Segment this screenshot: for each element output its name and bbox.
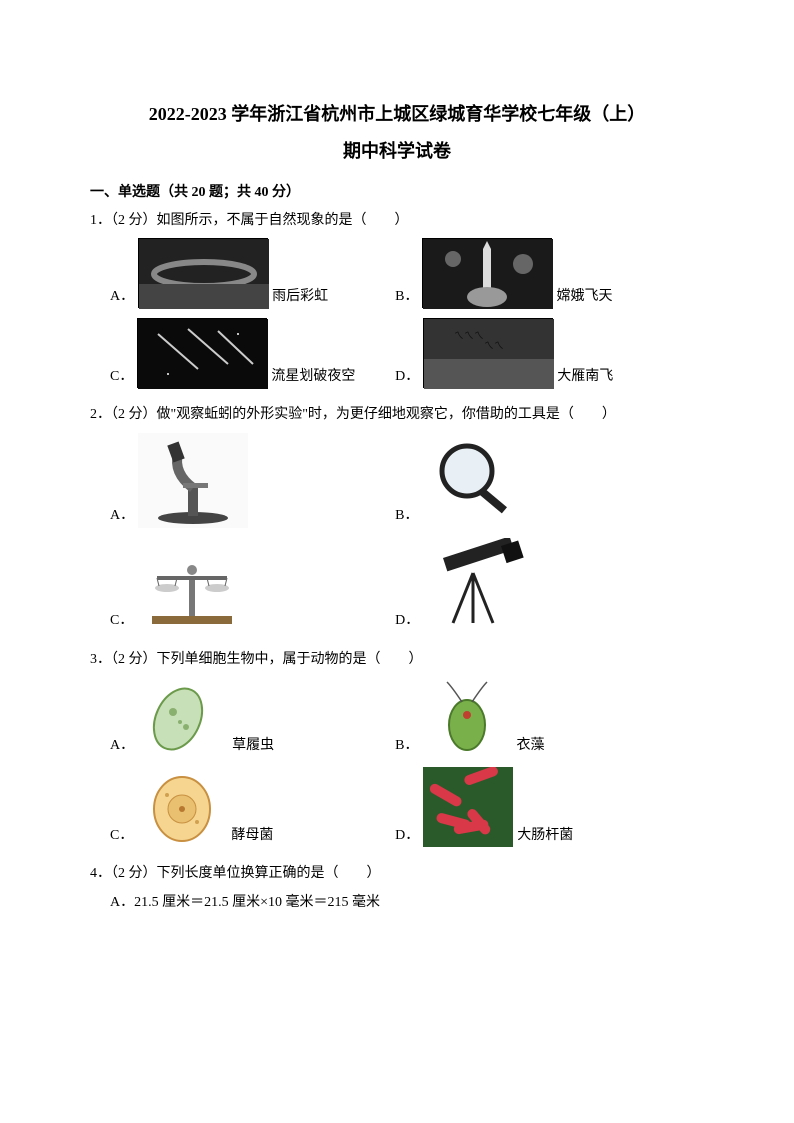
option-text: 21.5 厘米＝21.5 厘米×10 毫米＝215 毫米: [134, 895, 380, 910]
option-label: B．: [395, 286, 418, 308]
question-2: 2．（2 分）做"观察蚯蚓的外形实验"时，为更仔细地观察它，你借助的工具是（ ）…: [90, 404, 704, 642]
option-text: 草履虫: [232, 735, 274, 757]
q4-option-a: A．21.5 厘米＝21.5 厘米×10 毫米＝215 毫米: [110, 892, 704, 914]
option-label: C．: [110, 825, 133, 847]
telescope-image: [423, 538, 533, 633]
option-text: 流星划破夜空: [271, 366, 355, 388]
option-label: D．: [395, 825, 419, 847]
yeast-image: [137, 767, 227, 847]
option-label: D．: [395, 366, 419, 388]
q3-option-d: D． 大肠杆菌: [395, 767, 680, 847]
q1-option-d: D． ㄟㄟㄟㄟㄟ 大雁南飞: [395, 318, 680, 388]
option-label: A．: [110, 286, 134, 308]
q3-option-b: B． 衣藻: [395, 677, 680, 757]
geese-image: ㄟㄟㄟㄟㄟ: [423, 318, 553, 388]
q2-option-d: D．: [395, 538, 680, 633]
q3-option-a: A． 草履虫: [110, 677, 395, 757]
title-line-2: 期中科学试卷: [90, 137, 704, 166]
magnifier-image: [422, 433, 532, 528]
q1-option-a: A． 雨后彩虹: [110, 238, 395, 308]
ecoli-image: [423, 767, 513, 847]
microscope-image: [138, 433, 248, 528]
option-label: D．: [395, 610, 419, 632]
rocket-image: [422, 238, 552, 308]
option-label: A．: [110, 735, 134, 757]
option-label: C．: [110, 610, 133, 632]
option-label: A．: [110, 505, 134, 527]
question-4: 4．（2 分）下列长度单位换算正确的是（ ） A．21.5 厘米＝21.5 厘米…: [90, 863, 704, 914]
svg-text:ㄟㄟ: ㄟㄟ: [484, 341, 504, 352]
option-label: B．: [395, 735, 418, 757]
option-text: 雨后彩虹: [272, 286, 328, 308]
q1-option-b: B． 嫦娥飞天: [395, 238, 680, 308]
q3-stem: 3．（2 分）下列单细胞生物中，属于动物的是（ ）: [90, 649, 704, 671]
q2-options: A． B． C． D．: [110, 433, 704, 643]
question-1: 1．（2 分）如图所示，不属于自然现象的是（ ） A． 雨后彩虹 B． 嫦娥飞天…: [90, 210, 704, 398]
q1-options: A． 雨后彩虹 B． 嫦娥飞天 C． 流星划破夜空 D． ㄟㄟㄟㄟㄟ 大雁: [110, 238, 704, 398]
q4-stem: 4．（2 分）下列长度单位换算正确的是（ ）: [90, 863, 704, 885]
q1-option-c: C． 流星划破夜空: [110, 318, 395, 388]
paramecium-image: [138, 677, 228, 757]
option-label: A．: [110, 895, 134, 910]
chlamydomonas-image: [422, 677, 512, 757]
title-line-1: 2022-2023 学年浙江省杭州市上城区绿城育华学校七年级（上）: [90, 100, 704, 129]
meteor-image: [137, 318, 267, 388]
option-text: 酵母菌: [231, 825, 273, 847]
svg-text:ㄟㄟㄟ: ㄟㄟㄟ: [454, 331, 484, 342]
option-label: B．: [395, 505, 418, 527]
q3-option-c: C． 酵母菌: [110, 767, 395, 847]
option-label: C．: [110, 366, 133, 388]
q2-option-a: A．: [110, 433, 395, 528]
q2-stem: 2．（2 分）做"观察蚯蚓的外形实验"时，为更仔细地观察它，你借助的工具是（ ）: [90, 404, 704, 426]
option-text: 大雁南飞: [557, 366, 613, 388]
q3-options: A． 草履虫 B． 衣藻 C． 酵母菌 D． 大肠杆菌: [110, 677, 704, 857]
question-3: 3．（2 分）下列单细胞生物中，属于动物的是（ ） A． 草履虫 B． 衣藻 C…: [90, 649, 704, 857]
q2-option-b: B．: [395, 433, 680, 528]
option-text: 衣藻: [516, 735, 544, 757]
balance-image: [137, 538, 247, 633]
option-text: 大肠杆菌: [517, 825, 573, 847]
q2-option-c: C．: [110, 538, 395, 633]
rainbow-image: [138, 238, 268, 308]
option-text: 嫦娥飞天: [556, 286, 612, 308]
q1-stem: 1．（2 分）如图所示，不属于自然现象的是（ ）: [90, 210, 704, 232]
section-header: 一、单选题（共 20 题；共 40 分）: [90, 182, 704, 204]
